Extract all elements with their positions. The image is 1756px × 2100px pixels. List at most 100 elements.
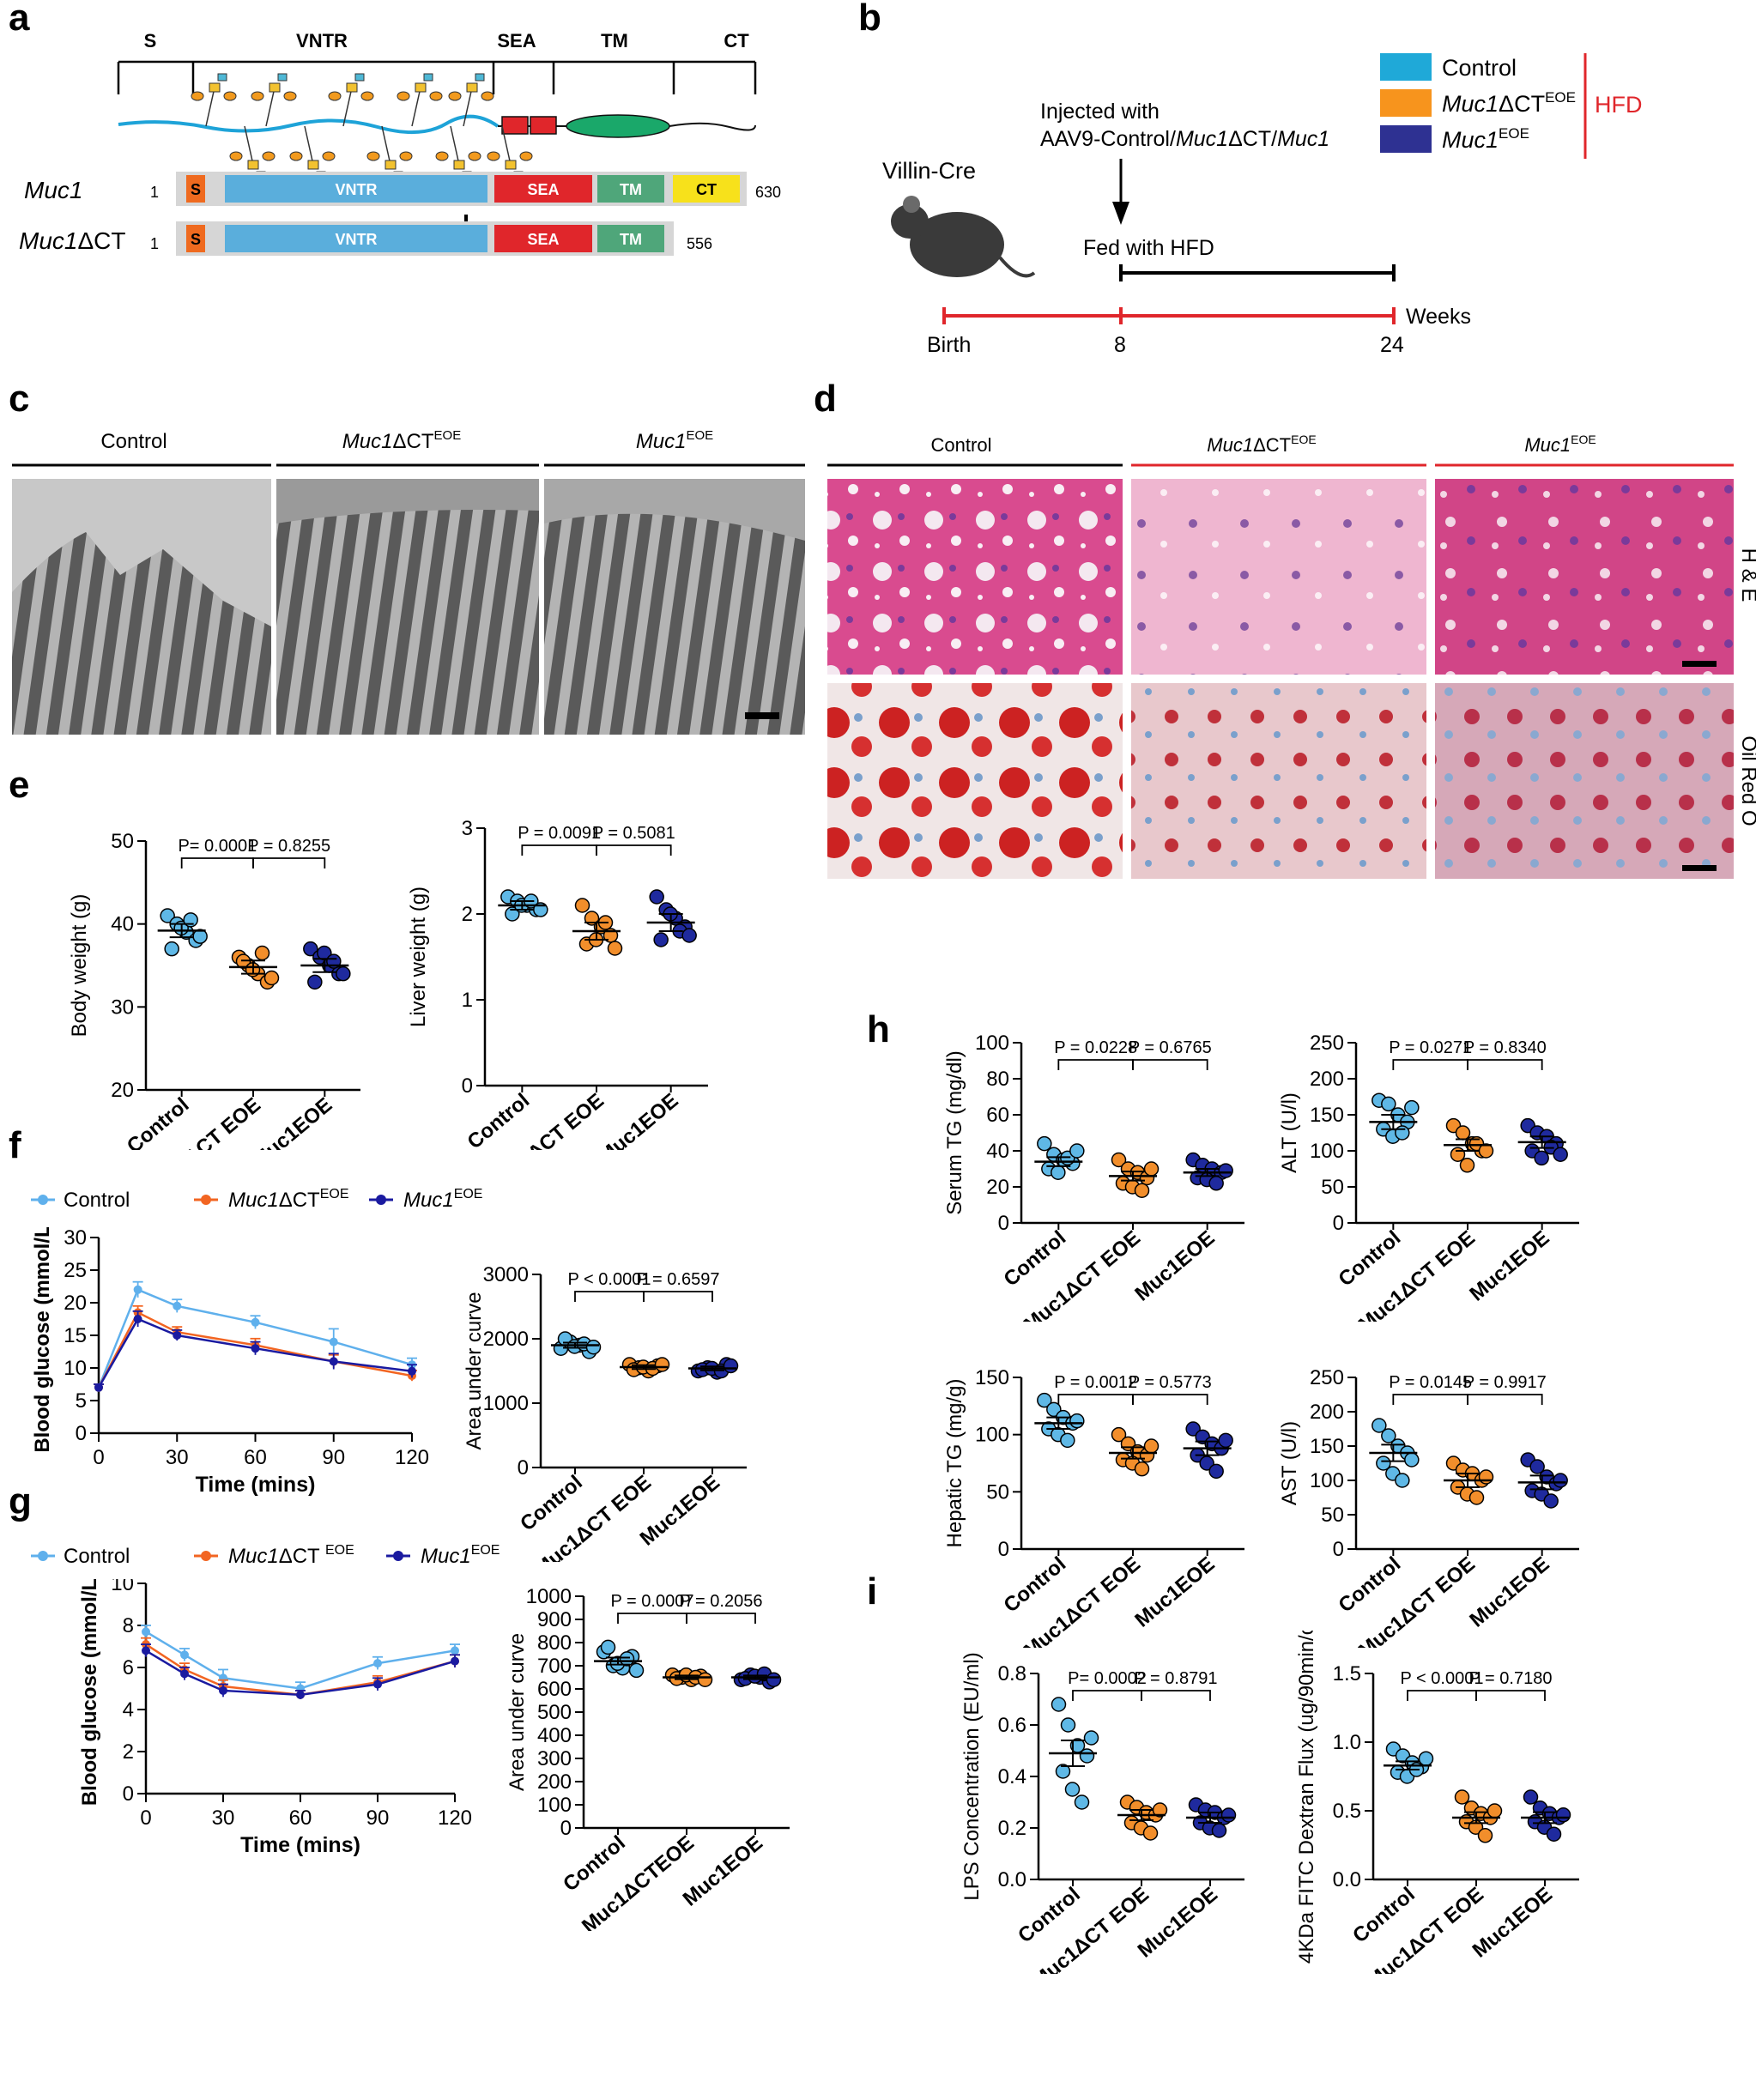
panel-label-c: c bbox=[9, 378, 30, 420]
y-axis-label: Hepatic TG (mg/g) bbox=[943, 1379, 966, 1548]
data-point bbox=[681, 928, 697, 943]
oro-dct-image bbox=[1131, 683, 1426, 879]
x-tick-label: Control bbox=[463, 1089, 534, 1150]
x-tick-label: Control bbox=[999, 1226, 1070, 1292]
muc1dct-label: Muc1ΔCT bbox=[19, 227, 126, 254]
significance-bracket bbox=[1057, 1394, 1134, 1405]
data-point bbox=[451, 1646, 459, 1655]
data-point bbox=[1211, 1823, 1227, 1838]
panel-a-domain-diagram: S VNTR SEA TM CT Muc1 1 S VNTR SEA TM CT… bbox=[19, 30, 781, 256]
he-dct-image bbox=[1131, 479, 1426, 675]
p-value-label: P = 0.0091 bbox=[518, 824, 601, 843]
significance-bracket bbox=[1141, 1690, 1211, 1701]
sea-box-2 bbox=[530, 116, 557, 135]
data-point bbox=[1142, 1825, 1159, 1841]
y-tick-label: 0.0 bbox=[1333, 1868, 1361, 1891]
data-point bbox=[1376, 1455, 1391, 1471]
muc1-tm-label: TM bbox=[620, 181, 642, 198]
data-point bbox=[1060, 1717, 1076, 1733]
y-tick-label: 2000 bbox=[483, 1328, 529, 1351]
data-point bbox=[1220, 1807, 1237, 1823]
y-tick-label: 0 bbox=[998, 1538, 1009, 1561]
x-axis-label: Time (mins) bbox=[240, 1833, 360, 1857]
data-point bbox=[1523, 1789, 1539, 1805]
data-point bbox=[1381, 1428, 1396, 1443]
y-tick-label: 1 bbox=[462, 989, 473, 1012]
data-point bbox=[1083, 1730, 1099, 1746]
muc1-tm-block bbox=[597, 175, 664, 203]
p-value-label: P = 0.6597 bbox=[637, 1270, 720, 1289]
y-tick-label: 1000 bbox=[483, 1392, 529, 1415]
data-point bbox=[574, 898, 590, 913]
x-tick-label: Muc1EOE bbox=[1465, 1226, 1553, 1306]
domain-vntr-label: VNTR bbox=[296, 30, 348, 51]
y-tick-label: 6 bbox=[123, 1656, 134, 1679]
muc1dct-s-label: S bbox=[191, 231, 201, 248]
data-point bbox=[1534, 1150, 1549, 1166]
data-point bbox=[1037, 1392, 1052, 1408]
y-tick-label: 0 bbox=[1333, 1538, 1344, 1561]
y-tick-label: 100 bbox=[975, 1032, 1009, 1055]
significance-bracket bbox=[1392, 1059, 1468, 1070]
data-point bbox=[1478, 1469, 1494, 1485]
data-point bbox=[1404, 1099, 1420, 1116]
data-point bbox=[619, 1651, 635, 1667]
legend-full-label: Muc1EOE bbox=[1442, 125, 1529, 153]
y-tick-label: 150 bbox=[975, 1366, 1009, 1389]
x-tick-label: Control bbox=[1334, 1552, 1405, 1618]
x-tick-label: 90 bbox=[366, 1806, 390, 1830]
panel-label-i: i bbox=[867, 1570, 878, 1613]
data-point bbox=[1404, 1452, 1420, 1468]
y-tick-label: 8 bbox=[123, 1614, 134, 1637]
domain-s-label: S bbox=[144, 30, 157, 51]
p-value-label: P = 0.7180 bbox=[1469, 1669, 1553, 1688]
significance-bracket bbox=[686, 1613, 756, 1624]
panel-label-d: d bbox=[814, 378, 837, 420]
data-point bbox=[296, 1690, 305, 1699]
y-tick-label: 10 bbox=[111, 1579, 134, 1595]
data-point bbox=[1185, 1421, 1201, 1437]
y-axis-label: Body weight (g) bbox=[68, 894, 91, 1038]
x-tick-label: Muc1EOE bbox=[594, 1089, 682, 1150]
data-point bbox=[254, 945, 270, 961]
y-axis-label: LPS Concentration (EU/ml) bbox=[960, 1652, 984, 1900]
data-point bbox=[336, 965, 351, 982]
x-tick-label: 0 bbox=[140, 1806, 151, 1830]
p-value-label: P = 0.0145 bbox=[1389, 1373, 1472, 1392]
muc1dct-sea-label: SEA bbox=[527, 231, 559, 248]
p-value-label: P = 0.8791 bbox=[1135, 1669, 1218, 1688]
tem-control-label: Control bbox=[100, 430, 167, 453]
histo-full-label: Muc1EOE bbox=[1524, 433, 1596, 456]
domain-tm-label: TM bbox=[601, 30, 628, 51]
y-tick-label: 400 bbox=[537, 1724, 572, 1747]
x-tick-label: 30 bbox=[212, 1806, 235, 1830]
x-tick-label: 60 bbox=[289, 1806, 312, 1830]
y-tick-label: 0 bbox=[462, 1074, 473, 1098]
legend-g-full: Muc1EOE bbox=[421, 1543, 500, 1568]
data-point bbox=[180, 1669, 189, 1679]
y-tick-label: 300 bbox=[537, 1747, 572, 1770]
villin-cre-label: Villin-Cre bbox=[882, 158, 976, 184]
domain-bracket bbox=[117, 60, 757, 94]
significance-bracket bbox=[1132, 1059, 1208, 1070]
y-tick-label: 0 bbox=[560, 1817, 572, 1840]
data-point bbox=[251, 1344, 260, 1353]
significance-bracket bbox=[521, 844, 597, 856]
muc1-ct-label: CT bbox=[696, 181, 717, 198]
x-tick-label: 120 bbox=[438, 1806, 472, 1830]
y-tick-label: 1.0 bbox=[1333, 1731, 1361, 1754]
data-point bbox=[1037, 1135, 1052, 1152]
significance-bracket bbox=[643, 1291, 713, 1302]
x-tick-label: Muc1EOE bbox=[248, 1093, 336, 1150]
injected-line1: Injected with bbox=[1040, 100, 1160, 124]
x-tick-label: Muc1ΔCTEOE bbox=[578, 1831, 699, 1931]
y-tick-label: 0 bbox=[76, 1422, 87, 1445]
legend-control-swatch bbox=[1380, 53, 1432, 81]
y-tick-label: 60 bbox=[986, 1104, 1009, 1127]
data-point bbox=[1459, 1158, 1475, 1173]
y-tick-label: 1.5 bbox=[1333, 1662, 1361, 1685]
x-tick-label: Control bbox=[1334, 1226, 1405, 1292]
y-axis-label: ALT (U/l) bbox=[1278, 1092, 1301, 1173]
